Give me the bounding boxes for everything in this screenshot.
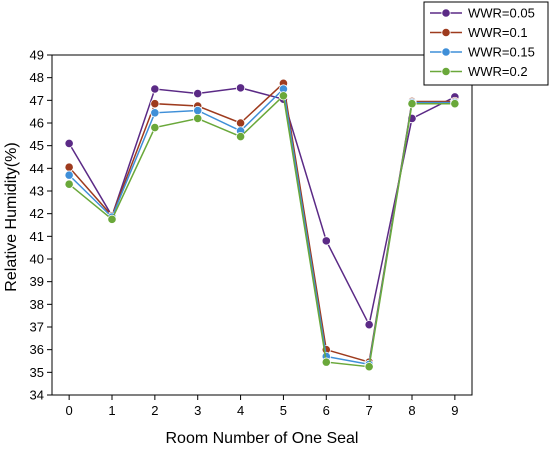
legend-item: WWR=0.2 bbox=[430, 64, 528, 79]
data-point bbox=[321, 357, 331, 367]
y-tick-label: 37 bbox=[30, 320, 44, 335]
data-point bbox=[64, 138, 74, 148]
y-tick-label: 38 bbox=[30, 297, 44, 312]
x-tick-label: 9 bbox=[451, 403, 458, 418]
series-line bbox=[68, 94, 455, 368]
y-tick-label: 46 bbox=[30, 116, 44, 131]
x-tick-label: 3 bbox=[194, 403, 201, 418]
y-tick-label: 42 bbox=[30, 206, 44, 221]
y-tick-label: 41 bbox=[30, 229, 44, 244]
legend-marker bbox=[441, 8, 451, 18]
y-tick-label: 48 bbox=[30, 70, 44, 85]
data-point bbox=[235, 118, 246, 128]
series-1 bbox=[64, 78, 460, 367]
data-point bbox=[364, 320, 374, 330]
legend-label: WWR=0.1 bbox=[468, 25, 528, 40]
y-tick-label: 44 bbox=[30, 161, 44, 176]
data-point bbox=[107, 214, 117, 224]
data-point bbox=[64, 179, 74, 189]
legend-label: WWR=0.15 bbox=[468, 45, 535, 60]
x-tick-label: 0 bbox=[66, 403, 73, 418]
x-tick-label: 5 bbox=[280, 403, 287, 418]
data-point bbox=[150, 99, 160, 109]
y-tick-label: 36 bbox=[30, 342, 44, 357]
y-tick-label: 49 bbox=[30, 48, 44, 63]
x-tick-label: 4 bbox=[237, 403, 244, 418]
series-0 bbox=[64, 83, 460, 330]
data-point bbox=[450, 99, 460, 109]
legend-label: WWR=0.05 bbox=[468, 6, 535, 21]
series-line bbox=[68, 81, 455, 364]
legend-item: WWR=0.05 bbox=[430, 6, 535, 21]
data-point bbox=[150, 84, 160, 94]
y-tick-label: 35 bbox=[30, 365, 44, 380]
legend-item: WWR=0.1 bbox=[430, 25, 528, 40]
x-tick-label: 1 bbox=[108, 403, 115, 418]
data-point bbox=[321, 236, 331, 246]
legend: WWR=0.05 WWR=0.1 WWR=0.15 WWR=0.2 bbox=[423, 1, 549, 86]
x-tick-label: 2 bbox=[151, 403, 158, 418]
data-point bbox=[150, 108, 160, 118]
data-point bbox=[64, 170, 74, 180]
x-tick-label: 7 bbox=[366, 403, 373, 418]
x-tick-label: 8 bbox=[408, 403, 415, 418]
series-line bbox=[68, 87, 456, 327]
y-tick-label: 45 bbox=[30, 138, 44, 153]
legend-item: WWR=0.15 bbox=[430, 45, 535, 60]
legend-marker bbox=[441, 27, 451, 38]
data-point bbox=[193, 105, 203, 116]
series-3 bbox=[64, 91, 460, 372]
plot-frame bbox=[51, 54, 473, 396]
x-axis-title: Room Number of One Seal bbox=[166, 430, 359, 447]
data-point bbox=[193, 113, 203, 124]
data-point bbox=[278, 91, 289, 101]
legend-marker bbox=[441, 47, 451, 57]
y-tick-label: 34 bbox=[30, 388, 44, 403]
y-tick-label: 43 bbox=[30, 184, 44, 199]
data-point bbox=[235, 132, 246, 142]
series-2 bbox=[64, 84, 460, 369]
legend-label: WWR=0.2 bbox=[468, 64, 528, 79]
data-point bbox=[364, 362, 374, 372]
series-layer bbox=[64, 78, 460, 372]
legend-marker bbox=[441, 66, 451, 77]
data-point bbox=[235, 83, 246, 93]
y-tick-label: 47 bbox=[30, 93, 44, 108]
data-point bbox=[64, 162, 74, 172]
data-point bbox=[193, 88, 203, 99]
data-point bbox=[407, 99, 417, 109]
y-tick-label: 39 bbox=[30, 274, 44, 289]
x-tick-label: 6 bbox=[323, 403, 330, 418]
y-tick-label: 40 bbox=[30, 252, 44, 267]
data-point bbox=[150, 122, 160, 133]
y-axis-title: Relative Humidity(%) bbox=[3, 142, 20, 291]
series-line bbox=[68, 87, 455, 366]
